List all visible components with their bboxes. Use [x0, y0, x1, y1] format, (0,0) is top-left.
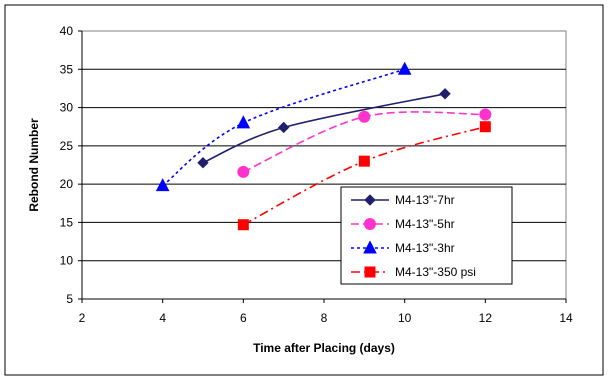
x-tick-label: 10 — [398, 311, 412, 325]
x-tick-label: 12 — [479, 311, 493, 325]
data-point-diamond-marker — [277, 121, 290, 134]
data-point-square-marker — [479, 121, 491, 133]
data-point-square-marker — [237, 219, 249, 231]
legend-entry-3: M4-13"-350 psi — [351, 265, 476, 279]
legend-entry-0: M4-13"-7hr — [351, 193, 455, 207]
x-tick-label: 6 — [240, 311, 247, 325]
legend-circle-marker — [364, 218, 376, 230]
data-point-circle-marker — [479, 108, 492, 121]
y-tick-label: 30 — [60, 101, 74, 115]
data-point-triangle-marker — [155, 178, 170, 192]
gridlines — [82, 68, 566, 262]
legend-label: M4-13"-5hr — [395, 217, 455, 231]
y-tick-label: 5 — [66, 292, 73, 306]
y-tick-label: 20 — [60, 177, 74, 191]
data-point-circle-marker — [358, 110, 371, 123]
series-2 — [155, 61, 412, 192]
x-tick-label: 2 — [79, 311, 86, 325]
x-axis-title: Time after Placing (days) — [253, 341, 395, 355]
data-point-square-marker — [358, 155, 370, 167]
legend-label: M4-13"-3hr — [395, 241, 455, 255]
x-tick-label: 4 — [159, 311, 166, 325]
legend: M4-13"-7hr M4-13"-5hr M4-13"-3hr M4-13"-350… — [340, 186, 513, 285]
axes: 5 10 15 20 25 30 35 40 2 4 6 8 10 12 14 — [60, 24, 573, 325]
y-tick-label: 15 — [60, 215, 74, 229]
data-point-diamond-marker — [197, 156, 209, 169]
y-tick-label: 25 — [60, 139, 74, 153]
x-tick-label: 14 — [559, 311, 573, 325]
series-line-2 — [162, 68, 405, 187]
y-tick-label: 35 — [60, 62, 74, 76]
series-layer — [155, 61, 492, 231]
y-tick-label: 10 — [60, 254, 74, 268]
data-point-triangle-marker — [397, 61, 412, 75]
series-0 — [197, 88, 451, 169]
legend-label: M4-13"-350 psi — [395, 265, 476, 279]
y-axis-title: Rebond Number — [27, 118, 41, 212]
data-point-triangle-marker — [236, 115, 251, 129]
legend-diamond-marker — [364, 194, 376, 206]
legend-label: M4-13"-7hr — [395, 193, 455, 207]
series-1 — [237, 108, 492, 178]
series-line-0 — [202, 93, 446, 164]
legend-triangle-marker — [363, 240, 377, 254]
legend-entry-2: M4-13"-3hr — [351, 240, 455, 255]
legend-entry-1: M4-13"-5hr — [351, 217, 455, 231]
data-point-diamond-marker — [439, 88, 451, 100]
x-tick-label: 8 — [321, 311, 328, 325]
y-tick-label: 40 — [60, 24, 74, 38]
legend-square-marker — [364, 266, 376, 278]
series-3 — [237, 121, 491, 231]
data-point-circle-marker — [237, 165, 250, 178]
